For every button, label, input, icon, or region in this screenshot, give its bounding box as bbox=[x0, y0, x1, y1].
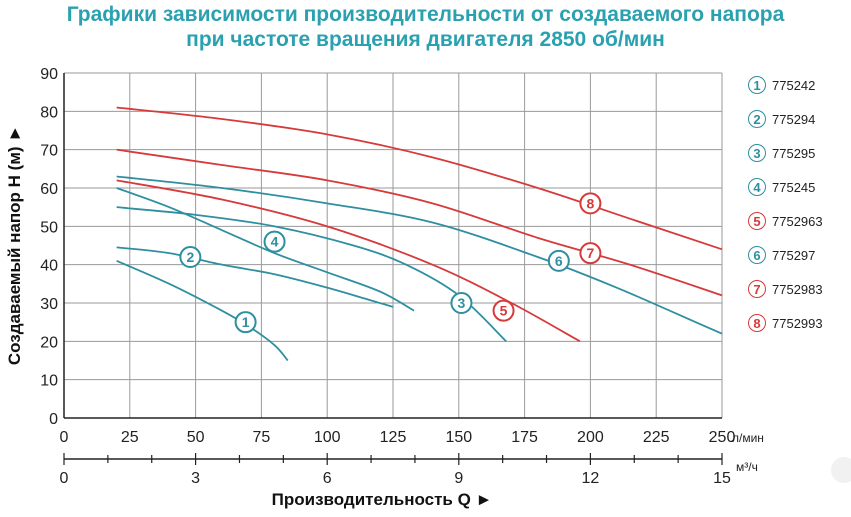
legend: 1 775242 2 775294 3 775295 4 775245 5 7752963 6 775… bbox=[748, 70, 848, 342]
y-tick-label: 10 bbox=[40, 373, 58, 390]
legend-label: 775294 bbox=[772, 111, 816, 127]
x-tick-label: 175 bbox=[511, 429, 538, 446]
legend-item-7752983: 7 7752983 bbox=[748, 274, 848, 304]
x2-tick-label: 3 bbox=[191, 470, 200, 487]
series-marker-label-775242: 1 bbox=[242, 314, 250, 330]
series-line-775242 bbox=[116, 260, 289, 362]
legend-label: 7752993 bbox=[772, 315, 823, 331]
legend-label: 775242 bbox=[772, 77, 816, 93]
y-tick-label: 40 bbox=[40, 258, 58, 275]
x-axis-title: Производительность Q ► bbox=[272, 490, 493, 509]
series-line-775294 bbox=[116, 246, 394, 308]
series-marker-label-7752983: 7 bbox=[587, 245, 595, 261]
watermark-icon bbox=[831, 457, 851, 483]
legend-item-775294: 2 775294 bbox=[748, 104, 848, 134]
y-tick-label: 60 bbox=[40, 181, 58, 198]
x-tick-label: 150 bbox=[445, 429, 472, 446]
title-line-2: при частоте вращения двигателя 2850 об/м… bbox=[186, 28, 665, 51]
legend-badge: 1 bbox=[748, 76, 766, 94]
y-axis-title: Создаваемый напор H (м) ► bbox=[5, 125, 24, 365]
x-unit-label: л/мин bbox=[732, 431, 764, 445]
x-tick-label: 75 bbox=[253, 429, 271, 446]
legend-label: 7752983 bbox=[772, 281, 823, 297]
legend-item-775297: 6 775297 bbox=[748, 240, 848, 270]
series-marker-775295 bbox=[450, 292, 473, 314]
series-marker-label-7752963: 5 bbox=[500, 303, 508, 319]
x2-tick-label: 0 bbox=[60, 470, 69, 487]
legend-item-775242: 1 775242 bbox=[748, 70, 848, 100]
series-line-7752993 bbox=[116, 106, 723, 251]
y-tick-label: 80 bbox=[40, 104, 58, 121]
y-tick-label: 70 bbox=[40, 143, 58, 160]
x2-tick-label: 12 bbox=[582, 470, 600, 487]
x-tick-label: 250 bbox=[709, 429, 736, 446]
legend-badge: 8 bbox=[748, 314, 766, 332]
legend-label: 775295 bbox=[772, 145, 816, 161]
series-marker-label-775294: 2 bbox=[186, 249, 194, 265]
y-tick-label: 50 bbox=[40, 219, 58, 236]
series-line-7752983 bbox=[116, 148, 723, 297]
series-marker-775297 bbox=[547, 249, 570, 272]
legend-badge: 3 bbox=[748, 144, 766, 162]
x-tick-label: 200 bbox=[577, 429, 604, 446]
legend-item-7752963: 5 7752963 bbox=[748, 206, 848, 236]
legend-label: 775245 bbox=[772, 179, 816, 195]
y-tick-label: 90 bbox=[40, 66, 58, 83]
legend-badge: 4 bbox=[748, 178, 766, 196]
series-marker-label-7752993: 8 bbox=[587, 195, 595, 211]
x2-tick-label: 9 bbox=[454, 470, 463, 487]
series-line-775245 bbox=[116, 187, 415, 312]
x-tick-label: 125 bbox=[380, 429, 407, 446]
y-tick-label: 20 bbox=[40, 334, 58, 351]
x-tick-label: 0 bbox=[60, 429, 69, 446]
legend-item-7752993: 8 7752993 bbox=[748, 308, 848, 338]
series-line-7752963 bbox=[116, 179, 581, 343]
x-tick-label: 25 bbox=[121, 429, 139, 446]
legend-item-775295: 3 775295 bbox=[748, 138, 848, 168]
series-marker-7752983 bbox=[579, 242, 602, 265]
x-tick-label: 225 bbox=[643, 429, 670, 446]
x2-tick-label: 15 bbox=[713, 470, 731, 487]
series-marker-7752993 bbox=[579, 192, 602, 215]
legend-label: 7752963 bbox=[772, 213, 823, 229]
series-marker-775242 bbox=[234, 311, 257, 334]
legend-badge: 2 bbox=[748, 110, 766, 128]
x-tick-label: 100 bbox=[314, 429, 341, 446]
legend-badge: 6 bbox=[748, 246, 766, 264]
x-tick-label: 50 bbox=[187, 429, 205, 446]
x2-unit-label: м³/ч bbox=[736, 460, 758, 474]
chart-title: Графики зависимости производительности о… bbox=[0, 2, 851, 52]
legend-badge: 7 bbox=[748, 280, 766, 298]
legend-label: 775297 bbox=[772, 247, 816, 263]
series-marker-775294 bbox=[179, 246, 202, 268]
title-line-1: Графики зависимости производительности о… bbox=[66, 3, 785, 26]
series-marker-label-775297: 6 bbox=[555, 253, 563, 269]
series-marker-775245 bbox=[263, 230, 286, 253]
legend-badge: 5 bbox=[748, 212, 766, 230]
legend-item-775245: 4 775245 bbox=[748, 172, 848, 202]
series-marker-7752963 bbox=[492, 299, 515, 322]
series-marker-label-775295: 3 bbox=[458, 295, 466, 311]
y-tick-label: 30 bbox=[40, 296, 58, 313]
series-marker-label-775245: 4 bbox=[271, 234, 279, 250]
x2-tick-label: 6 bbox=[323, 470, 332, 487]
y-tick-label: 0 bbox=[49, 411, 58, 428]
series-line-775297 bbox=[116, 175, 723, 335]
